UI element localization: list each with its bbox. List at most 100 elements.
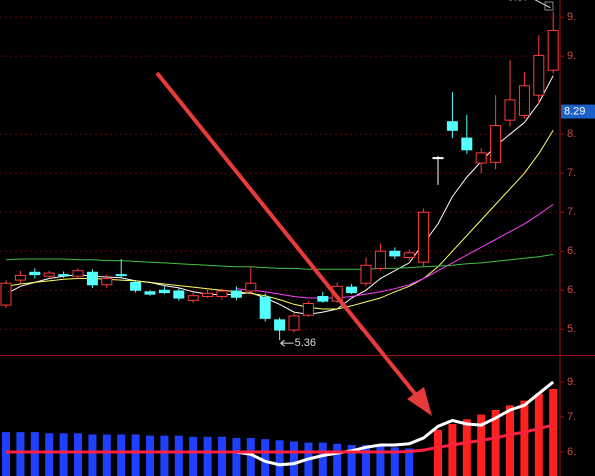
candle-body [418,211,430,263]
candle-body [317,295,329,302]
price-label: 8.29 [564,105,585,117]
indicator-bar [290,441,298,476]
arrow-shaft [155,71,422,402]
indicator-bar [434,429,442,476]
ma-line [236,203,554,299]
candle-body [130,281,142,291]
candle-body [58,274,70,277]
candle-body [245,282,257,292]
candle-body [202,292,214,297]
indicator-bar [347,444,356,476]
candle-body [86,271,98,286]
indicator-bar [261,439,270,476]
red-arrow [155,71,432,416]
candle-body [14,274,26,281]
indicator-bar [45,433,54,476]
candle-body [158,289,170,294]
y-tick-label: 7. [567,206,576,218]
candle-body [475,152,487,164]
indicator-bar [74,433,82,476]
candle-body [274,319,286,331]
indicator-bar [462,419,471,476]
y-tick-label: 7. [567,411,576,423]
candle-body [533,54,545,96]
indicator-bar [318,442,327,476]
indicator-bar [506,405,514,476]
y-tick-label: 9. [567,376,576,388]
indicator-bar [117,434,126,476]
y-tick-label: 8. [567,128,576,140]
high-label: 9.57 [508,0,529,4]
y-tick-label: 6. [567,446,576,458]
indicator-bar [390,447,399,476]
candle-body [374,250,386,269]
candle-body [547,29,559,71]
candle-body [144,291,156,295]
high-pointer [534,0,551,9]
indicator-bar [131,434,140,476]
low-label: 5.36 [295,337,316,349]
indicator-bar [2,432,10,476]
indicator-bar [333,443,342,476]
candle-body [115,274,127,277]
candle-body [432,157,444,160]
y-tick-label: 6. [567,245,576,257]
candle-body [490,125,502,163]
indicator-bar [520,400,529,476]
candle-body [360,264,372,284]
indicator-bar [362,444,370,476]
ma-line [6,423,554,454]
indicator-bar [491,409,500,476]
y-tick-label: 9. [567,50,576,62]
candle-body [504,99,516,121]
low-pointer [280,339,294,347]
candle-body [518,85,530,116]
ma-line [5,253,554,270]
indicator-bar [160,435,169,476]
indicator-bar [405,448,414,476]
indicator-bar [30,432,39,476]
indicator-bar [448,423,457,476]
indicator-bar [203,436,212,476]
indicator-bar [534,393,543,476]
candle-body [187,295,199,301]
window-icon[interactable] [544,1,554,11]
candle-body [288,315,300,331]
candle-body [461,137,473,151]
arrow-head [407,387,432,416]
candle-body [389,250,401,257]
candle-body [403,252,415,258]
indicator-bar [174,435,183,476]
indicator-bar [146,435,154,476]
indicator-bar [16,432,25,476]
candle-body [216,290,228,297]
y-tick-label: 6. [567,284,576,296]
candle-body [230,290,242,298]
indicator-bar [218,436,226,476]
price-box [561,104,595,119]
candle-body [0,282,12,306]
candle-body [346,286,358,294]
y-tick-label: 5. [567,323,576,335]
y-tick-label: 9. [567,11,576,23]
candle-body [43,272,55,277]
candle-body [446,121,458,131]
indicator-bar [189,436,198,476]
candle-body [173,290,185,299]
indicator-bar [102,434,111,476]
indicator-bar [246,437,255,476]
indicator-bar [376,446,385,476]
candle-body [302,303,314,316]
indicator-bar [88,434,97,476]
indicator-bar [549,388,558,476]
candle-body [29,271,41,276]
indicator-bar [477,414,486,476]
candle-body [259,296,271,319]
indicator-bar [59,433,68,476]
candle-body [101,278,113,286]
indicator-bar [275,440,284,476]
